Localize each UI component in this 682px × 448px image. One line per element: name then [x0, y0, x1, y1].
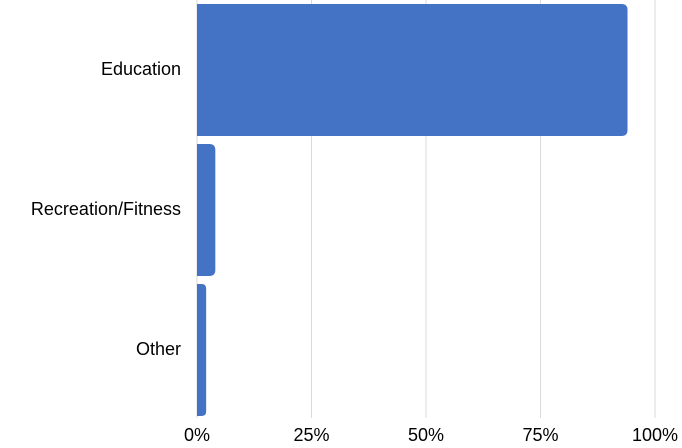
- bar-recreation-fitness: [197, 144, 216, 276]
- tick-label: 0%: [184, 425, 210, 445]
- tick-label: 25%: [293, 425, 329, 445]
- bar-other: [197, 284, 207, 416]
- bar-education: [197, 4, 628, 136]
- x-axis-tick-labels: 0% 25% 50% 75% 100%: [184, 425, 678, 445]
- category-labels: Education Recreation/Fitness Other: [31, 59, 181, 359]
- tick-label: 100%: [632, 425, 678, 445]
- category-label: Other: [136, 339, 181, 359]
- category-label: Recreation/Fitness: [31, 199, 181, 219]
- bars: [197, 4, 628, 416]
- tick-label: 50%: [408, 425, 444, 445]
- tick-label: 75%: [522, 425, 558, 445]
- category-label: Education: [101, 59, 181, 79]
